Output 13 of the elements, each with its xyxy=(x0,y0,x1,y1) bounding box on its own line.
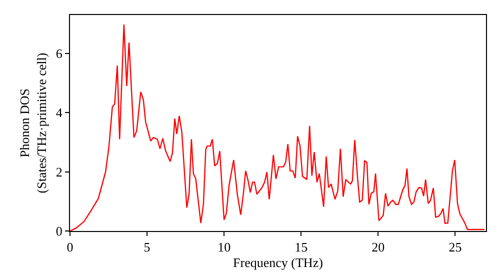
x-tick-label: 20 xyxy=(372,240,385,255)
y-tick-label: 6 xyxy=(56,46,63,62)
y-tick-label: 2 xyxy=(56,164,62,180)
line-series xyxy=(70,24,486,231)
x-tick-label: 10 xyxy=(218,240,231,255)
x-tick-label: 25 xyxy=(448,240,462,255)
x-tick-label: 15 xyxy=(294,240,308,255)
y-tick-label: 4 xyxy=(56,105,63,120)
x-tick-label: 0 xyxy=(66,240,74,255)
x-axis-title: Frequency (THz) xyxy=(233,255,323,270)
x-tick-label: 5 xyxy=(144,240,150,255)
y-tick-label: 0 xyxy=(56,224,62,239)
y-axis-title: Phonon DOS (States/THz·primitive cell) xyxy=(16,52,49,194)
